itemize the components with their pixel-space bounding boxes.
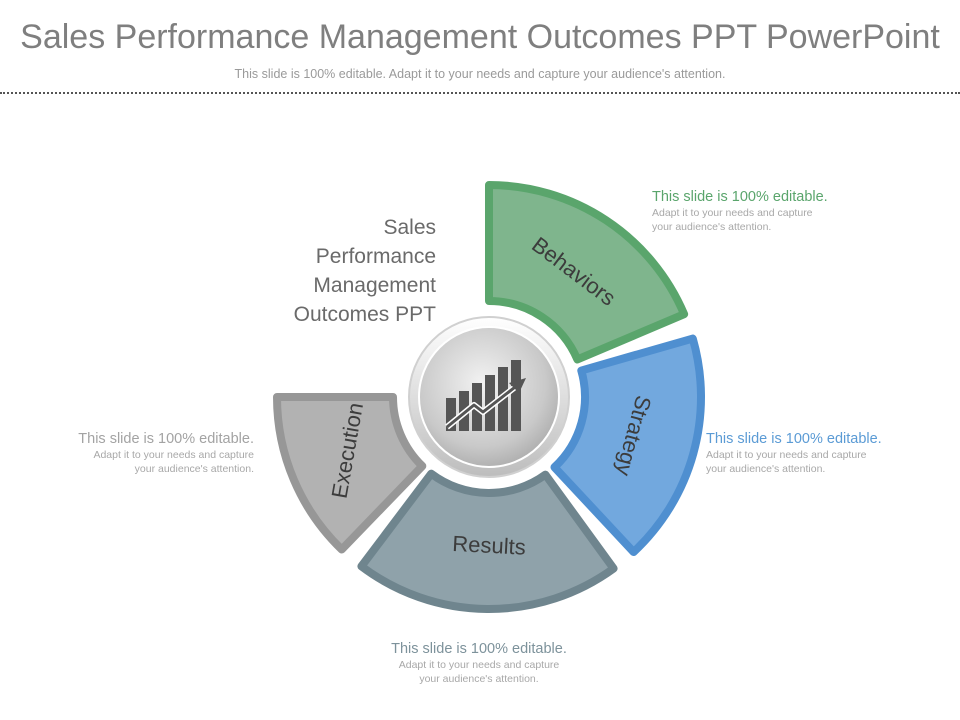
note-results-body-line-1: Adapt it to your needs and capture (398, 659, 560, 671)
segment-execution (273, 393, 427, 554)
note-strategy-head: This slide is 100% editable. (706, 431, 882, 447)
note-strategy-body-line-2: your audience's attention. (706, 463, 826, 475)
note-results-body-line-2: your audience's attention. (419, 673, 539, 685)
dotted-divider (0, 92, 960, 94)
note-strategy: This slide is 100% editable. Adapt it to… (706, 430, 926, 476)
note-results: This slide is 100% editable. Adapt it to… (366, 640, 592, 686)
note-behaviors-body: Adapt it to your needs and capture your … (652, 206, 872, 234)
note-execution-body-line-2: your audience's attention. (134, 463, 254, 475)
segment-results (357, 469, 618, 613)
slide-subtitle: This slide is 100% editable. Adapt it to… (234, 67, 726, 81)
center-label-line-1: Sales (383, 216, 436, 239)
diagram-center-label: Sales Performance Management Outcomes PP… (236, 213, 436, 329)
note-behaviors-body-line-2: your audience's attention. (652, 221, 772, 233)
note-execution-body: Adapt it to your needs and capture your … (34, 448, 254, 476)
note-behaviors: This slide is 100% editable. Adapt it to… (652, 188, 872, 234)
note-execution: This slide is 100% editable. Adapt it to… (34, 430, 254, 476)
slide-title: Sales Performance Management Outcomes PP… (20, 18, 940, 56)
segment-behaviors (485, 181, 689, 364)
note-results-head: This slide is 100% editable. (391, 641, 567, 657)
segment-strategy (550, 334, 705, 557)
center-label-line-3: Management (313, 274, 436, 297)
note-execution-body-line-1: Adapt it to your needs and capture (93, 449, 254, 461)
note-behaviors-head: This slide is 100% editable. (652, 189, 828, 205)
note-strategy-body-line-1: Adapt it to your needs and capture (706, 449, 867, 461)
bar-chart-growth-arrow-icon (445, 360, 526, 431)
note-strategy-body: Adapt it to your needs and capture your … (706, 448, 926, 476)
center-label-line-2: Performance (315, 245, 436, 268)
note-results-body: Adapt it to your needs and capture your … (366, 658, 592, 686)
note-execution-head: This slide is 100% editable. (78, 431, 254, 447)
center-label-line-4: Outcomes PPT (293, 303, 436, 326)
note-behaviors-body-line-1: Adapt it to your needs and capture (652, 207, 813, 219)
segment-results-label: Results (452, 531, 527, 560)
